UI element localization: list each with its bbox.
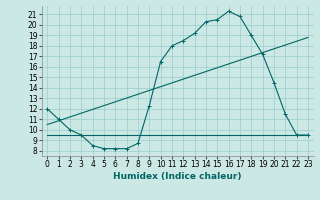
X-axis label: Humidex (Indice chaleur): Humidex (Indice chaleur)	[113, 172, 242, 181]
